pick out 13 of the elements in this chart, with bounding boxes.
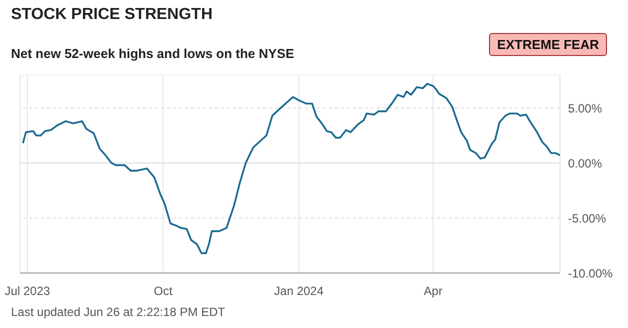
chart-subtitle: Net new 52-week highs and lows on the NYSE xyxy=(11,46,294,61)
y-tick-label: 5.00% xyxy=(568,101,602,116)
x-tick-label: Jul 2023 xyxy=(4,284,50,298)
y-tick-label: 0.00% xyxy=(568,156,602,170)
chart-title: STOCK PRICE STRENGTH xyxy=(11,6,212,24)
text: Last updated Jun 26 at 2:22:18 PM EDT xyxy=(11,305,226,319)
y-tick-label: -10.00% xyxy=(568,266,614,280)
text: EXTREME FEAR xyxy=(489,33,607,56)
y-tick-label: -5.00% xyxy=(568,211,606,226)
x-tick-label: Jan 2024 xyxy=(274,284,324,298)
x-tick-label: Oct xyxy=(154,284,174,298)
x-tick-label: Apr xyxy=(424,284,442,298)
line-series xyxy=(22,82,560,254)
